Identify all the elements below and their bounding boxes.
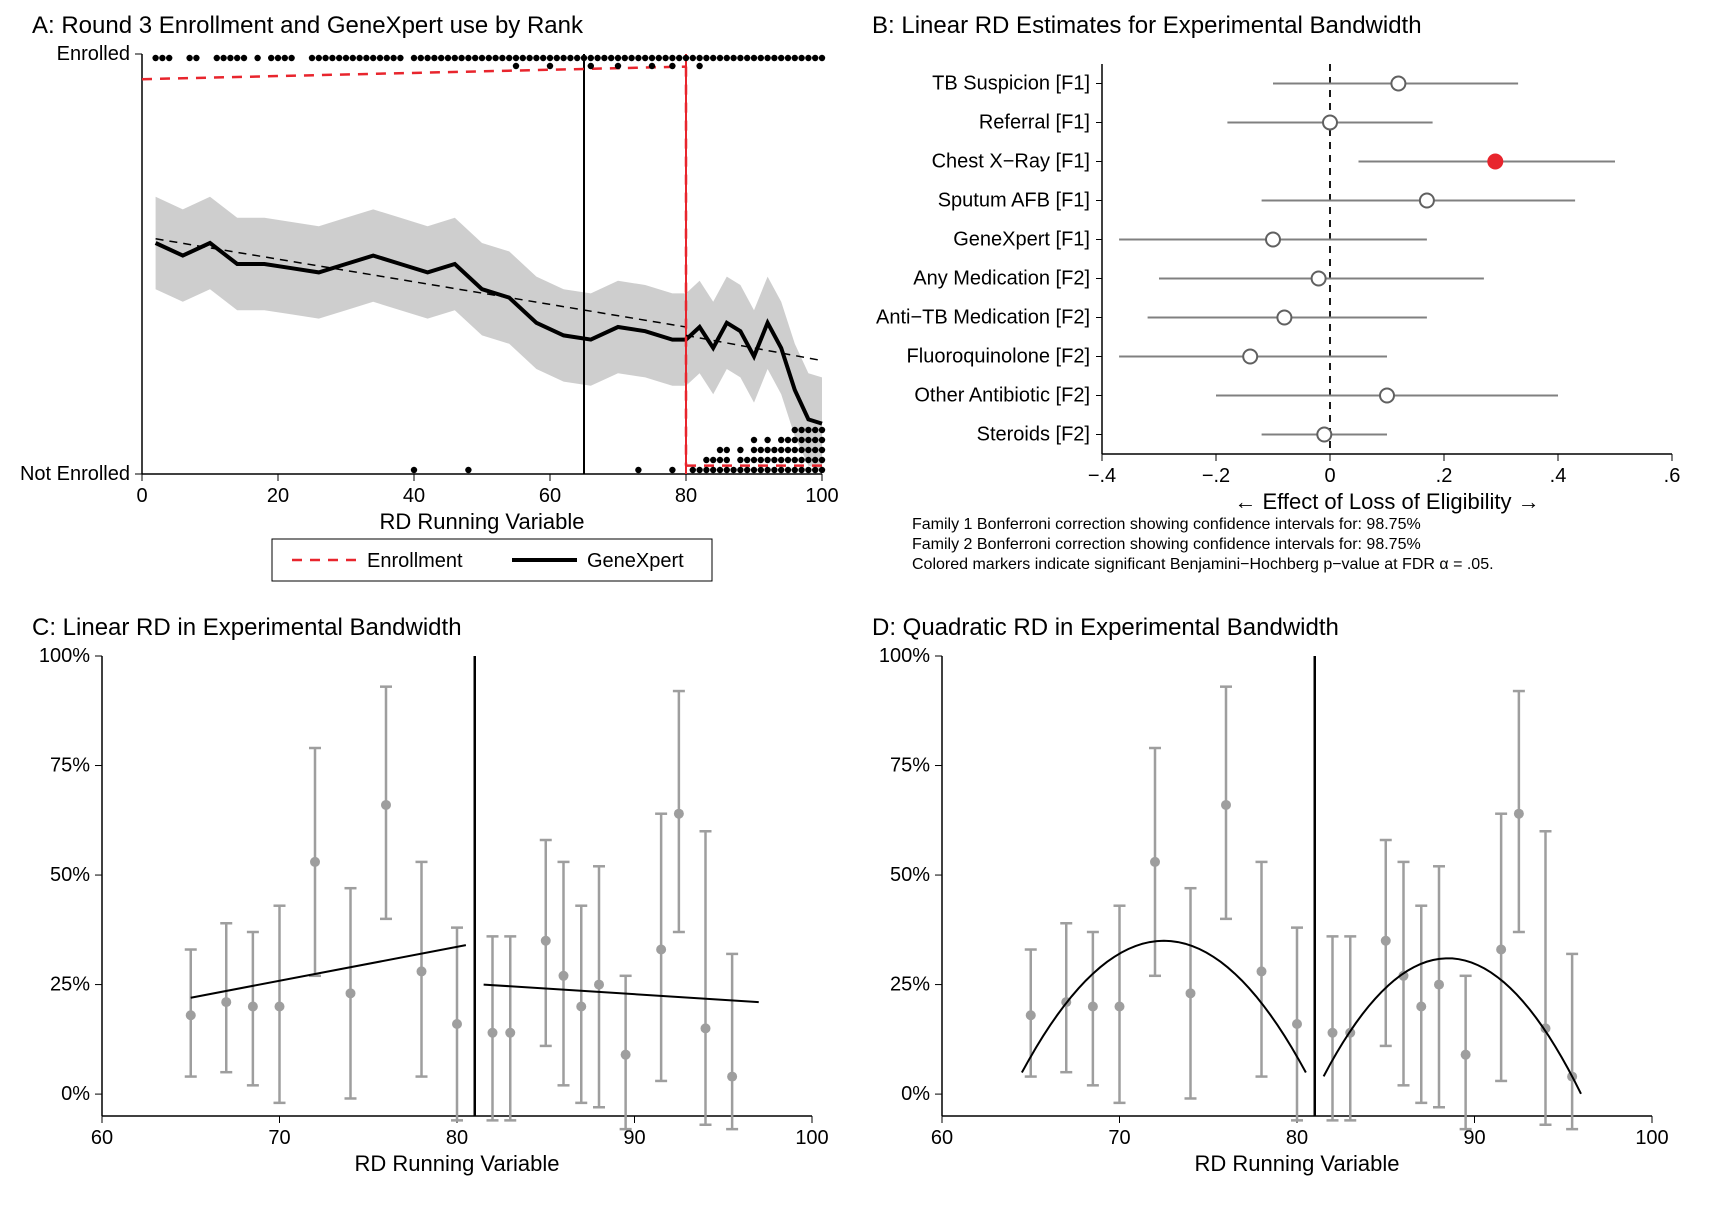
panel-c-svg: 607080901000%25%50%75%100%RD Running Var… — [12, 646, 842, 1206]
svg-text:0: 0 — [1324, 465, 1335, 487]
panel-b-title: B: Linear RD Estimates for Experimental … — [872, 12, 1702, 40]
svg-text:50%: 50% — [50, 864, 90, 886]
svg-text:Sputum AFB [F1]: Sputum AFB [F1] — [938, 190, 1090, 212]
svg-text:80: 80 — [675, 485, 697, 507]
panel-c: C: Linear RD in Experimental Bandwidth 6… — [12, 614, 852, 1206]
svg-text:TB Suspicion [F1]: TB Suspicion [F1] — [932, 73, 1090, 95]
svg-text:GeneXpert [F1]: GeneXpert [F1] — [953, 229, 1090, 251]
svg-text:80: 80 — [1286, 1127, 1308, 1149]
svg-text:70: 70 — [268, 1127, 290, 1149]
svg-text:RD Running Variable: RD Running Variable — [354, 1151, 559, 1176]
svg-text:Not Enrolled: Not Enrolled — [20, 463, 130, 485]
svg-text:0%: 0% — [61, 1083, 90, 1105]
svg-text:25%: 25% — [50, 974, 90, 996]
svg-text:Steroids [F2]: Steroids [F2] — [977, 424, 1090, 446]
svg-text:100: 100 — [805, 485, 838, 507]
svg-text:20: 20 — [267, 485, 289, 507]
panel-b: B: Linear RD Estimates for Experimental … — [852, 12, 1702, 604]
svg-text:75%: 75% — [890, 755, 930, 777]
svg-text:60: 60 — [539, 485, 561, 507]
svg-text:60: 60 — [91, 1127, 113, 1149]
svg-text:Family 2 Bonferroni correction: Family 2 Bonferroni correction showing c… — [912, 536, 1421, 553]
svg-text:100: 100 — [1635, 1127, 1668, 1149]
svg-text:Chest X−Ray [F1]: Chest X−Ray [F1] — [932, 151, 1090, 173]
svg-text:0%: 0% — [901, 1083, 930, 1105]
svg-text:← Effect of Loss of Eligibilit: ← Effect of Loss of Eligibility → — [1234, 489, 1539, 514]
svg-text:0: 0 — [136, 485, 147, 507]
svg-text:.2: .2 — [1436, 465, 1453, 487]
svg-text:50%: 50% — [890, 864, 930, 886]
svg-text:.6: .6 — [1664, 465, 1681, 487]
svg-text:Other Antibiotic [F2]: Other Antibiotic [F2] — [914, 385, 1090, 407]
panel-c-title: C: Linear RD in Experimental Bandwidth — [32, 614, 852, 642]
svg-text:70: 70 — [1108, 1127, 1130, 1149]
svg-text:Referral [F1]: Referral [F1] — [979, 112, 1090, 134]
panel-a: A: Round 3 Enrollment and GeneXpert use … — [12, 12, 852, 604]
svg-text:RD Running Variable: RD Running Variable — [1194, 1151, 1399, 1176]
panel-a-svg: 0 20 40 60 80 100 Not Enrolled Enrolled RD Runni… — [12, 44, 842, 604]
svg-text:Family 1 Bonferroni correction: Family 1 Bonferroni correction showing c… — [912, 516, 1421, 533]
svg-text:100: 100 — [795, 1127, 828, 1149]
svg-text:Colored markers indicate signi: Colored markers indicate significant Ben… — [912, 556, 1494, 573]
svg-text:RD Running Variable: RD Running Variable — [379, 509, 584, 534]
panel-d: D: Quadratic RD in Experimental Bandwidt… — [852, 614, 1702, 1206]
svg-text:−.4: −.4 — [1088, 465, 1116, 487]
svg-text:Anti−TB Medication [F2]: Anti−TB Medication [F2] — [876, 307, 1090, 329]
svg-text:Fluoroquinolone [F2]: Fluoroquinolone [F2] — [907, 346, 1090, 368]
svg-text:.4: .4 — [1550, 465, 1567, 487]
svg-text:80: 80 — [446, 1127, 468, 1149]
panel-d-svg: 607080901000%25%50%75%100%RD Running Var… — [852, 646, 1702, 1206]
svg-text:100%: 100% — [879, 646, 930, 667]
svg-text:75%: 75% — [50, 755, 90, 777]
svg-text:60: 60 — [931, 1127, 953, 1149]
panel-d-title: D: Quadratic RD in Experimental Bandwidt… — [872, 614, 1702, 642]
svg-text:−.2: −.2 — [1202, 465, 1230, 487]
panel-a-title: A: Round 3 Enrollment and GeneXpert use … — [32, 12, 852, 40]
svg-text:Enrolled: Enrolled — [57, 44, 130, 65]
svg-text:40: 40 — [403, 485, 425, 507]
figure-grid: A: Round 3 Enrollment and GeneXpert use … — [12, 12, 1702, 1206]
panel-b-svg: −.4 −.2 0 .2 .4 .6 ← Effect of Loss of Eligibi… — [852, 44, 1702, 604]
svg-text:Any Medication [F2]: Any Medication [F2] — [913, 268, 1090, 290]
svg-text:Enrollment: Enrollment — [367, 550, 463, 572]
svg-text:GeneXpert: GeneXpert — [587, 550, 684, 572]
svg-text:100%: 100% — [39, 646, 90, 667]
svg-text:25%: 25% — [890, 974, 930, 996]
